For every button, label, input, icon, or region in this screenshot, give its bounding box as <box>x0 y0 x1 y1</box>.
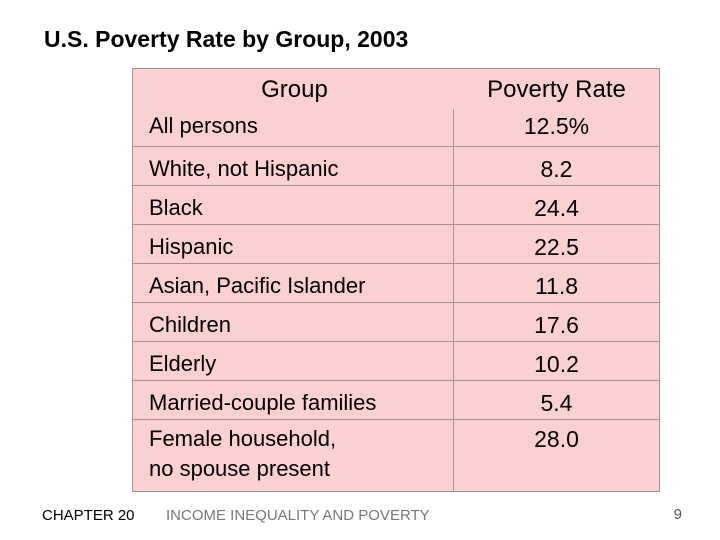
row-group: Married-couple families <box>133 381 454 419</box>
table-row: Hispanic 22.5 <box>133 225 659 264</box>
slide-title: U.S. Poverty Rate by Group, 2003 <box>44 26 409 52</box>
table-row: Married-couple families 5.4 <box>133 381 659 420</box>
poverty-table: Group Poverty Rate All persons 12.5% Whi… <box>132 68 660 492</box>
table-header: Group Poverty Rate <box>133 69 659 109</box>
row-rate: 12.5% <box>523 113 590 139</box>
row-rate: 22.5 <box>534 234 579 260</box>
table-row: White, not Hispanic 8.2 <box>133 147 659 186</box>
row-rate: 8.2 <box>540 156 573 182</box>
table-row: All persons 12.5% <box>133 109 659 147</box>
row-group: White, not Hispanic <box>133 147 454 185</box>
row-group: Children <box>133 303 454 341</box>
table-row: Female household, no spouse present 28.0 <box>133 420 659 491</box>
footer-topic: INCOME INEQUALITY AND POVERTY <box>166 507 430 524</box>
row-rate: 11.8 <box>534 273 579 299</box>
header-rate: Poverty Rate <box>487 76 626 103</box>
table-row: Children 17.6 <box>133 303 659 342</box>
row-group: Hispanic <box>133 225 454 263</box>
header-group: Group <box>261 76 328 103</box>
row-rate: 5.4 <box>540 390 573 416</box>
table-row: Elderly 10.2 <box>133 342 659 381</box>
row-group: Asian, Pacific Islander <box>133 264 454 302</box>
table-row: Asian, Pacific Islander 11.8 <box>133 264 659 303</box>
row-rate: 10.2 <box>534 351 579 377</box>
row-group: Black <box>133 186 454 224</box>
row-rate: 28.0 <box>534 426 579 452</box>
page-number: 9 <box>673 506 682 523</box>
row-group: Elderly <box>133 342 454 380</box>
row-group: All persons <box>133 109 454 146</box>
row-rate: 24.4 <box>534 195 579 221</box>
footer-chapter: CHAPTER 20 <box>42 507 135 524</box>
table-row: Black 24.4 <box>133 186 659 225</box>
row-group: Female household, no spouse present <box>133 420 454 491</box>
row-rate: 17.6 <box>534 312 579 338</box>
